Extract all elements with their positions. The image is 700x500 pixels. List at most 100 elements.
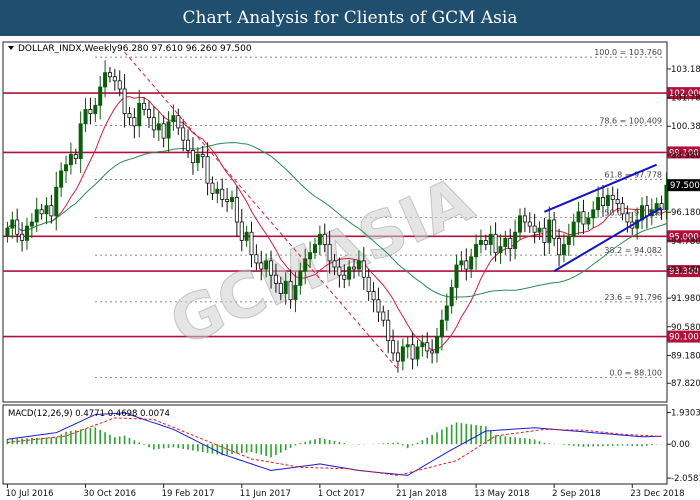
candle-body <box>49 205 54 217</box>
candle-body <box>659 203 664 211</box>
candle-body <box>508 237 513 249</box>
candle-body <box>195 154 200 164</box>
candle-body <box>156 123 161 131</box>
ohlc-readout: 96.280 97.610 96.260 97.500 <box>117 44 252 54</box>
candle-body <box>249 231 254 256</box>
time-axis: 10 Jul 2016 30 Oct 2016 19 Feb 2017 11 Jun … <box>5 484 685 499</box>
candle-body <box>298 270 303 286</box>
fib-level-label: 23.6 = 91.796 <box>604 293 662 302</box>
candle-body <box>342 274 347 280</box>
candle-body <box>547 219 552 243</box>
candle-body <box>561 244 566 256</box>
price-tick-label: 94.780 <box>671 237 700 247</box>
candle-body <box>29 221 34 227</box>
candle-body <box>98 86 103 106</box>
candle-body <box>186 139 191 151</box>
candle-body <box>88 109 93 114</box>
candle-body <box>78 123 83 159</box>
candle-body <box>430 350 435 354</box>
candle-body <box>552 219 557 239</box>
candle-body <box>605 195 610 207</box>
time-tick-label: 30 Oct 2016 <box>84 489 137 499</box>
candle-body <box>190 149 195 164</box>
candle-body <box>517 215 522 233</box>
price-tick-label: 91.980 <box>671 294 700 304</box>
candle-body <box>283 280 288 295</box>
page-title: Chart Analysis for Clients of GCM Asia <box>0 0 700 36</box>
dropdown-triangle-icon[interactable] <box>8 46 14 50</box>
candle-body <box>103 72 108 88</box>
price-tick-label: 100.380 <box>671 122 700 132</box>
candle-body <box>24 225 29 241</box>
candle-body <box>610 195 615 200</box>
candle-body <box>161 123 166 139</box>
candle-body <box>376 299 381 313</box>
candle-body <box>444 305 449 321</box>
candle-body <box>54 186 59 217</box>
candle-body <box>117 80 122 90</box>
price-tick-label: 101.780 <box>671 94 700 104</box>
candle-body <box>34 209 39 223</box>
candle-body <box>644 205 649 217</box>
level-price-label: 95.000 <box>669 232 699 242</box>
candle-body <box>132 117 137 127</box>
level-price-label: 102.000 <box>669 89 700 99</box>
macd-tick-label: 0.00 <box>671 440 690 450</box>
price-tick-label: 90.580 <box>671 323 700 333</box>
candle-body <box>361 260 366 278</box>
candle-body <box>513 231 518 249</box>
channel-upper-line <box>544 163 658 213</box>
slow-moving-average-line <box>7 142 667 298</box>
candle-body <box>166 121 171 139</box>
macd-tick-label: 1.9303 <box>671 408 700 418</box>
candle-body <box>269 260 274 276</box>
level-price-tag <box>667 330 700 343</box>
current-price-label: 97.500 <box>670 181 700 191</box>
level-price-tag <box>667 146 700 159</box>
candle-body <box>93 104 98 114</box>
time-tick-label: 1 Oct 2017 <box>318 489 365 499</box>
candle-body <box>312 244 317 254</box>
level-price-tag <box>667 230 700 243</box>
candle-body <box>20 233 25 241</box>
candle-body <box>474 244 479 258</box>
candle-body <box>44 205 49 215</box>
candle-body <box>566 235 571 245</box>
candle-body <box>171 115 176 123</box>
candle-body <box>73 154 78 159</box>
candle-body <box>210 182 215 194</box>
candle-body <box>142 102 147 110</box>
fib-level-label: 0.0 = 88.100 <box>609 368 662 377</box>
candle-body <box>449 287 454 307</box>
candle-body <box>386 319 391 342</box>
candle-body <box>229 197 234 202</box>
macd-label: MACD(12,26,9) 0.4771 0.4698 0.0074 <box>8 409 170 419</box>
level-price-label: 99.100 <box>669 148 699 158</box>
candle-body <box>356 260 361 270</box>
candle-body <box>664 184 669 211</box>
candle-body <box>483 240 488 245</box>
candle-body <box>322 233 327 245</box>
candle-body <box>459 260 464 266</box>
candle-body <box>83 109 88 125</box>
candle-body <box>571 221 576 237</box>
candle-body <box>10 219 15 229</box>
candle-body <box>303 258 308 272</box>
candle-body <box>557 237 562 256</box>
candle-body <box>59 170 64 188</box>
candle-body <box>288 280 293 301</box>
symbol-label: DOLLAR_INDX,Weekly <box>18 44 118 54</box>
time-tick-label: 10 Jul 2016 <box>5 489 53 499</box>
time-tick-label: 11 Jun 2017 <box>240 489 291 499</box>
candle-body <box>498 246 503 254</box>
moving-averages <box>7 96 667 351</box>
trendlines <box>124 51 663 370</box>
candle-body <box>600 197 605 207</box>
candle-body <box>542 227 547 243</box>
candle-body <box>366 276 371 292</box>
candle-body <box>435 336 440 354</box>
candle-body <box>400 346 405 362</box>
candle-body <box>532 225 537 233</box>
